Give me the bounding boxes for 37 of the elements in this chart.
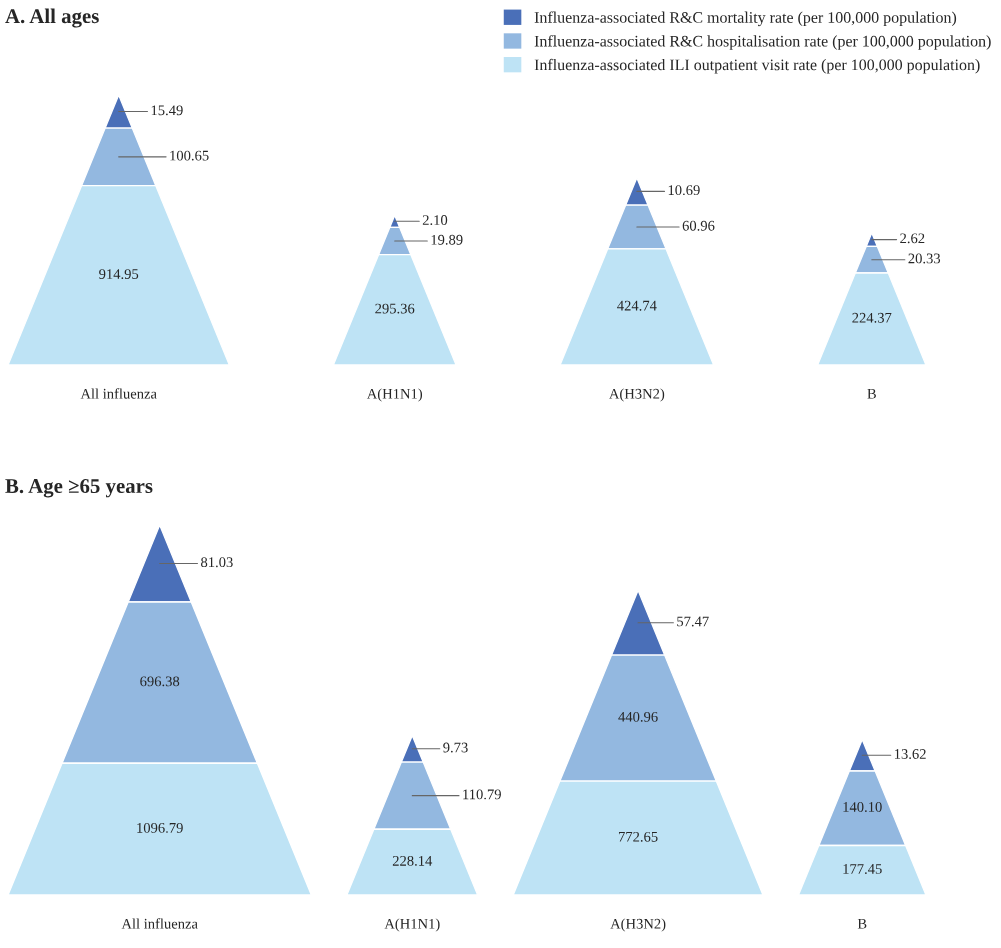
data-label: 224.37 <box>852 312 892 323</box>
data-label: 696.38 <box>140 676 180 687</box>
data-label: 177.45 <box>843 864 882 874</box>
data-label: 424.74 <box>617 300 657 311</box>
data-label: 440.96 <box>618 711 658 722</box>
category-label: All influenza <box>80 388 157 399</box>
legend-label: Influenza-associated R&C mortality rate (per 100,000 population) <box>534 11 957 27</box>
legend-label: Influenza-associated ILI outpatient visit rate (per 100,000 population) <box>534 58 980 74</box>
category-label: A(H3N2) <box>609 388 665 402</box>
data-label: 2.10 <box>422 215 448 226</box>
data-label: 10.69 <box>668 185 700 196</box>
data-label: 772.65 <box>619 831 658 842</box>
data-label: 2.62 <box>900 233 925 244</box>
data-label: 140.10 <box>843 802 882 812</box>
data-label: 19.89 <box>431 234 463 245</box>
data-label: 295.36 <box>375 303 415 314</box>
data-label: 20.33 <box>908 253 941 264</box>
data-label: 110.79 <box>463 789 501 800</box>
text: A. All ages <box>5 8 99 28</box>
data-label: 228.14 <box>392 855 433 866</box>
data-label: 13.62 <box>894 749 926 759</box>
data-label: 914.95 <box>99 269 139 280</box>
data-label: 100.65 <box>170 150 209 161</box>
data-label: 60.96 <box>682 220 715 231</box>
data-label: 15.49 <box>151 105 183 116</box>
category-label: All influenza <box>121 918 198 929</box>
category-label: B <box>867 388 876 399</box>
data-label: 1096.79 <box>137 822 183 833</box>
category-label: A(H1N1) <box>384 918 440 932</box>
legend-label: Influenza-associated R&C hospitalisation rate (per 100,000 population) <box>534 35 991 50</box>
text: B. Age ≥65 years <box>5 479 153 498</box>
data-label: 9.73 <box>443 742 468 753</box>
data-label: 57.47 <box>677 616 709 627</box>
category-label: B <box>857 918 867 929</box>
category-label: A(H3N2) <box>610 918 666 932</box>
data-label: 81.03 <box>201 557 233 568</box>
category-label: A(H1N1) <box>366 388 423 402</box>
